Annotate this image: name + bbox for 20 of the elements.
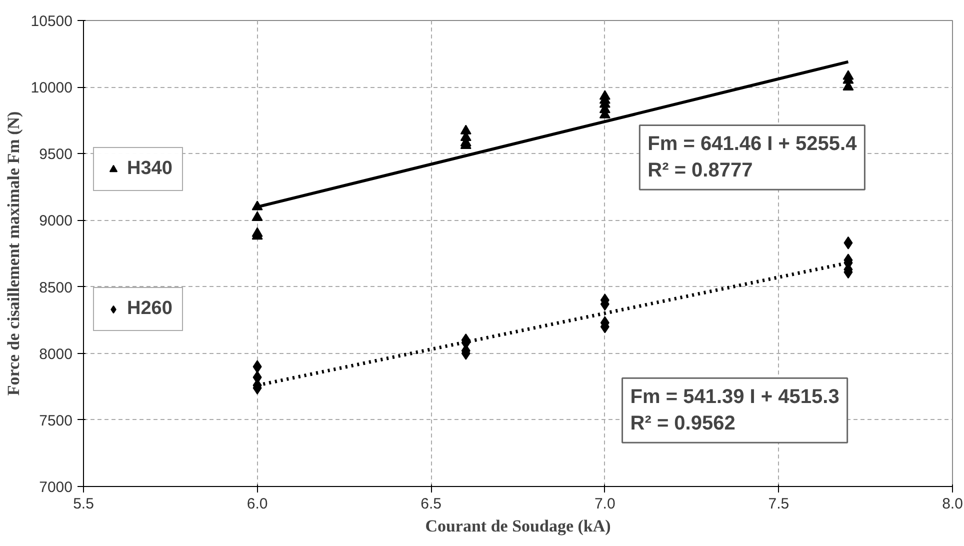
- y-tick-label: 10000: [30, 80, 73, 97]
- x-tick-label: 6.0: [246, 496, 268, 512]
- x-tick-label: 7.0: [594, 496, 616, 512]
- y-tick-label: 8500: [39, 279, 73, 296]
- y-tick-label: 9500: [39, 146, 73, 164]
- y-tick-label: 8000: [39, 346, 73, 363]
- x-tick-label: 7.5: [768, 496, 790, 512]
- legend-label: H340: [127, 158, 172, 180]
- y-tick-label: 9000: [39, 212, 73, 230]
- y-axis-title: Force de cisaillement maximale Fm (N): [4, 111, 23, 396]
- annotation: Fm = 541.39 I + 4515.3 R² = 0.9562: [630, 386, 840, 435]
- x-tick-label: 6.5: [420, 496, 442, 512]
- x-tick-label: 5.5: [73, 496, 94, 512]
- legend-label: H260: [127, 298, 172, 320]
- x-tick-label: 8.0: [942, 496, 963, 512]
- annotation: Fm = 641.46 I + 5255.4 R² = 0.8777: [648, 133, 858, 182]
- y-tick-label: 7500: [39, 412, 73, 430]
- y-tick-label: 10500: [30, 13, 73, 30]
- y-tick-label: 7000: [39, 479, 73, 496]
- x-axis-title: Courant de Soudage (kA): [425, 516, 611, 536]
